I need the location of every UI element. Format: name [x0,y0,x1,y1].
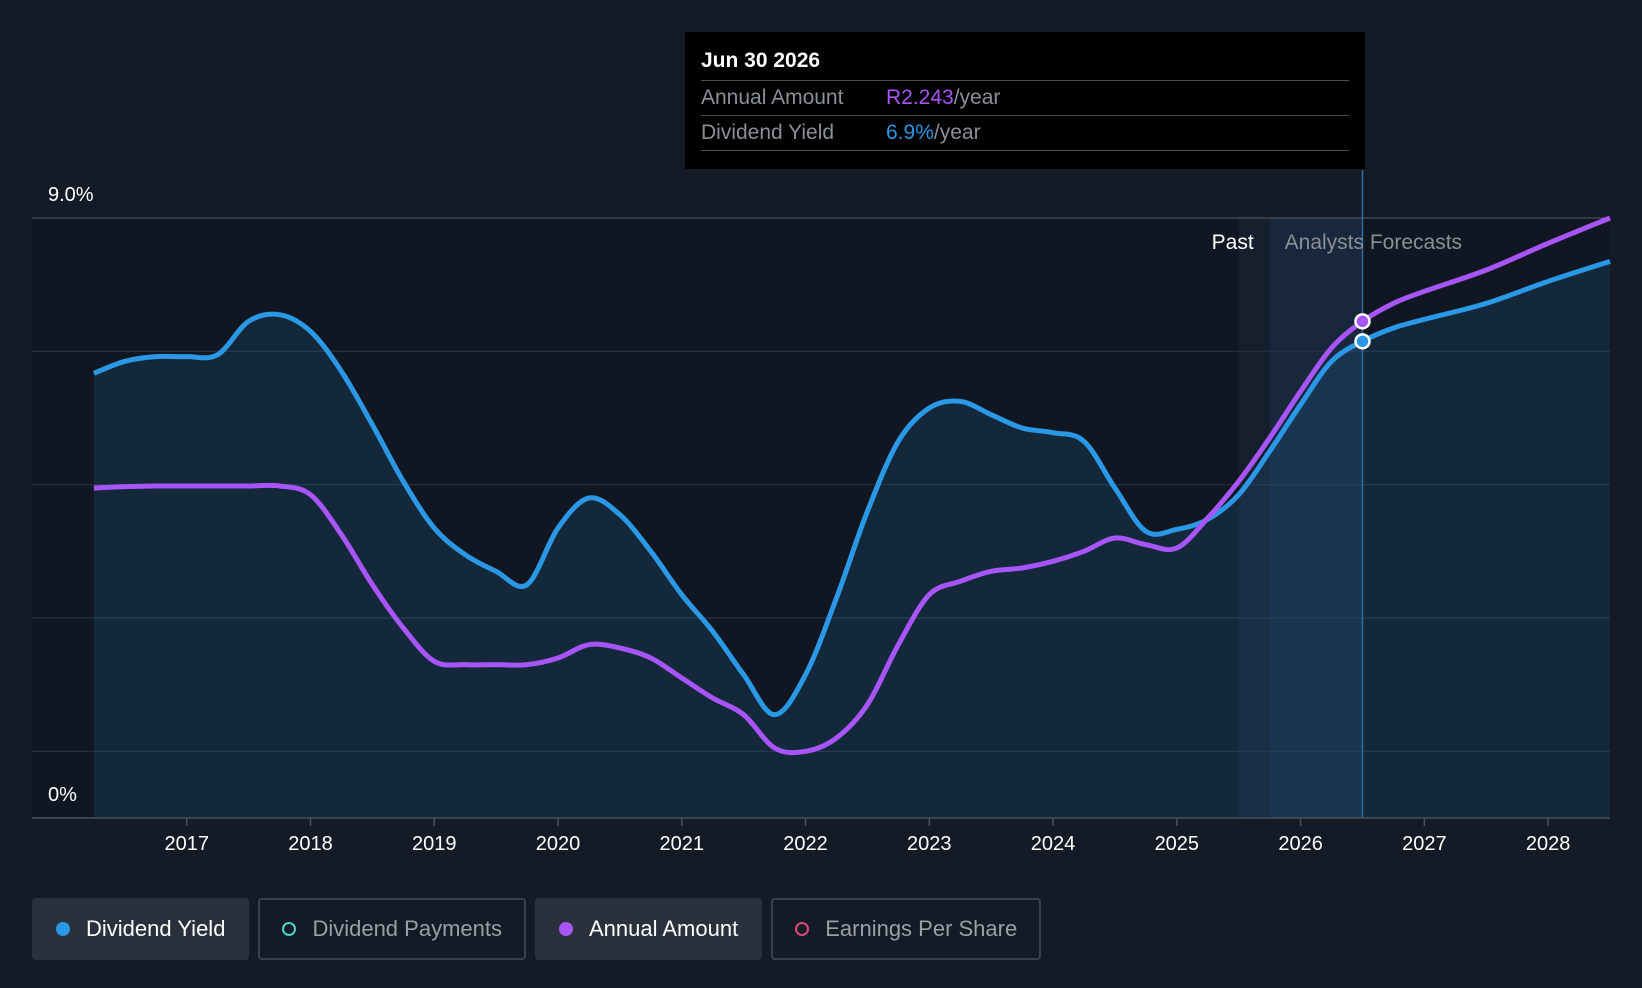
x-tick-label: 2019 [412,833,457,855]
dividend-yield-point[interactable] [1354,333,1371,350]
legend-label: Dividend Yield [86,916,226,941]
x-axis-ticks: 2017 2018 2019 2020 2021 2022 2023 2024 2025 2026… [164,818,1570,855]
x-tick-label: 2021 [660,833,705,855]
tooltip-yield-row: Dividend Yield 6.9% /year [701,115,1349,151]
x-tick-label: 2024 [1031,833,1076,855]
legend-label: Earnings Per Share [825,916,1018,941]
x-tick-label: 2026 [1278,833,1323,855]
legend-earnings-per-share[interactable]: Earnings Per Share [771,898,1042,960]
x-tick-label: 2018 [288,833,333,855]
legend-label: Annual Amount [588,916,739,941]
x-tick-label: 2025 [1155,833,1200,855]
annual-amount-legend-icon [558,922,573,936]
legend-annual-amount[interactable]: Annual Amount [534,898,763,960]
dividend-yield-line [92,258,1611,718]
tooltip-annual-label: Annual Amount [701,86,844,109]
tooltip-annual-value: R2.243 [886,86,954,109]
dividend-yield-legend-icon [56,922,70,936]
tooltip-annual-unit: /year [953,86,1001,109]
x-tick-label: 2022 [783,833,828,855]
dividend-yield-area [93,261,1611,818]
legend-dividend-payments[interactable]: Dividend Payments [258,898,526,960]
annual-amount-line [93,215,1611,756]
earnings-per-share-legend-icon [795,922,810,936]
tooltip: Jun 30 2026 Annual Amount R2.243 /year D… [685,32,1365,169]
forecast-label: Analysts Forecasts [1285,231,1462,254]
x-tick-label: 2020 [536,833,581,855]
past-label: Past [1212,231,1254,254]
tooltip-yield-unit: /year [933,121,981,144]
tooltip-yield-label: Dividend Yield [701,121,835,144]
tooltip-annual-row: Annual Amount R2.243 /year [701,80,1349,115]
legend-dividend-yield[interactable]: Dividend Yield [32,898,250,960]
x-tick-label: 2023 [907,833,952,855]
past-band [1238,218,1270,818]
legend-label: Dividend Payments [312,916,502,941]
x-tick-label: 2027 [1402,833,1447,855]
annual-amount-point[interactable] [1354,313,1371,330]
gridlines [32,217,1610,752]
y-tick-max: 9.0% [48,184,94,206]
y-tick-min: 0% [48,784,77,806]
forecast-band [1269,218,1363,818]
legend: Dividend Yield Dividend Payments Annual … [32,898,1042,960]
x-tick-label: 2017 [164,833,209,855]
x-tick-label: 2028 [1526,833,1571,855]
dividend-payments-legend-icon [282,922,297,936]
tooltip-yield-value: 6.9% [886,121,934,144]
tooltip-date: Jun 30 2026 [701,49,821,72]
